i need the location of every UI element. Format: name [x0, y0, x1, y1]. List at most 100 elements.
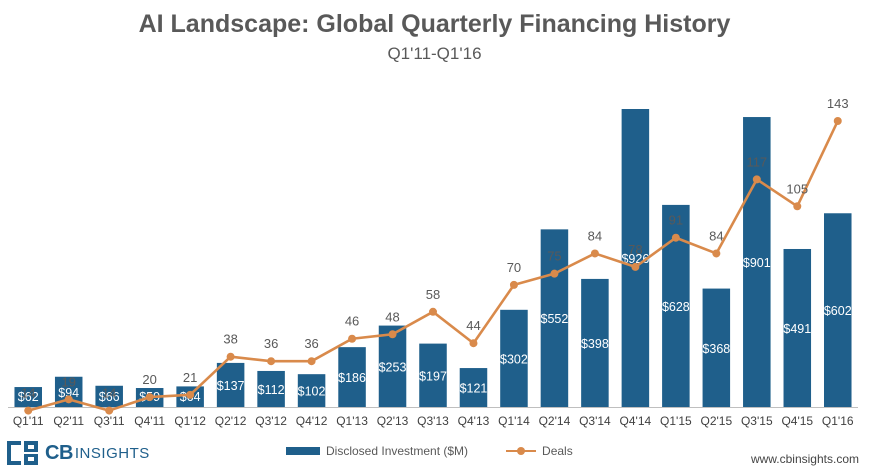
x-tick-label: Q4'14	[620, 414, 652, 428]
bar-investment	[459, 368, 488, 407]
bar-value-label: $102	[298, 385, 326, 399]
deals-value-label: 70	[507, 260, 521, 275]
bar-investment	[338, 347, 366, 407]
x-tick-label: Q4'11	[134, 414, 165, 428]
bar-value-label: $302	[500, 352, 528, 366]
deals-point	[550, 269, 559, 278]
x-tick-label: Q3'11	[94, 414, 125, 428]
bar-value-label: $137	[217, 379, 245, 393]
deals-point	[145, 393, 154, 402]
bar-value-label: $901	[743, 256, 771, 270]
bar-investment	[378, 325, 407, 407]
bar-value-label: $94	[58, 386, 79, 400]
bar-investment	[95, 385, 123, 407]
x-tick-label: Q1'13	[336, 414, 368, 428]
x-tick-label: Q2'12	[215, 414, 247, 428]
logo-text-cb: CB	[45, 441, 73, 464]
bar-investment	[824, 213, 852, 407]
bar-value-label: $602	[824, 304, 852, 318]
footer-url: www.cbinsights.com	[750, 452, 859, 466]
deals-point	[186, 390, 195, 399]
x-tick-label: Q2'14	[539, 414, 571, 428]
bar-investment	[216, 362, 245, 407]
legend-bar-swatch	[286, 447, 320, 455]
bar-investment	[14, 387, 42, 407]
deals-value-label: 14	[21, 386, 35, 401]
deals-point	[712, 249, 721, 258]
deals-value-label: 38	[223, 332, 237, 347]
deals-value-label: 84	[709, 228, 723, 243]
logo-text-insights: INSIGHTS	[74, 444, 150, 462]
deals-point	[348, 334, 357, 343]
bar-investment	[540, 229, 569, 407]
bar-value-label: $491	[783, 322, 811, 336]
bar-value-label: $112	[258, 383, 285, 397]
deals-value-label: 75	[547, 249, 561, 264]
bar-value-label: $186	[338, 371, 366, 385]
bar-value-label: $552	[541, 312, 569, 326]
bar-investment	[297, 374, 326, 407]
x-tick-label: Q1'16	[822, 414, 854, 428]
x-tick-label: Q3'12	[255, 414, 287, 428]
deals-value-label: 143	[827, 96, 849, 111]
deals-point	[752, 175, 761, 184]
deals-value-label: 84	[588, 228, 602, 243]
x-tick-label: Q2'13	[377, 414, 409, 428]
deals-point	[307, 357, 316, 366]
deals-point	[671, 233, 680, 242]
deals-value-label: 44	[466, 318, 480, 333]
deals-value-label: 19	[61, 374, 75, 389]
bar-value-label: $197	[419, 369, 447, 383]
deals-point	[267, 357, 276, 366]
deals-value-label: 117	[746, 154, 767, 169]
deals-point	[429, 307, 437, 316]
deals-point	[631, 262, 640, 271]
bar-investment	[783, 248, 812, 407]
bar-investment	[500, 309, 528, 407]
chart-legend: Disclosed Investment ($M) Deals	[286, 444, 573, 458]
bar-value-label: $628	[662, 300, 690, 314]
bar-value-label: $62	[18, 390, 39, 404]
deals-point	[793, 202, 802, 211]
chart-subtitle: Q1'11-Q1'16	[387, 44, 482, 63]
x-tick-label: Q2'15	[701, 414, 733, 428]
deals-value-label: 91	[669, 213, 683, 228]
x-tick-label: Q3'14	[579, 414, 611, 428]
deals-value-label: 20	[142, 372, 156, 387]
x-tick-label: Q2'11	[53, 414, 84, 428]
deals-point	[509, 280, 518, 289]
x-tick-label: Q1'15	[660, 414, 692, 428]
cb-logo-icon	[7, 441, 38, 465]
x-tick-label: Q1'12	[174, 414, 206, 428]
deals-point	[64, 395, 73, 404]
deals-value-label: 78	[628, 242, 642, 257]
deals-point	[590, 249, 599, 258]
deals-value-label: 46	[345, 314, 359, 329]
bar-value-label: $398	[581, 337, 609, 351]
deals-value-label: 36	[304, 336, 318, 351]
x-tick-label: Q4'15	[781, 414, 813, 428]
deals-point	[105, 406, 114, 415]
deals-value-label: 36	[264, 336, 278, 351]
deals-value-label: 105	[786, 181, 808, 196]
legend-label-investment: Disclosed Investment ($M)	[326, 444, 469, 458]
x-tick-label: Q3'13	[417, 414, 449, 428]
bar-investment	[419, 343, 447, 407]
bar-value-label: $253	[379, 360, 407, 374]
x-tick-label: Q4'13	[458, 414, 490, 428]
bar-investment	[257, 370, 285, 407]
x-tick-label: Q1'11	[13, 414, 44, 428]
deals-point	[226, 352, 235, 361]
legend-label-deals: Deals	[542, 444, 573, 458]
deals-point	[469, 339, 478, 348]
legend-line-swatch	[506, 447, 537, 455]
deals-point	[388, 330, 397, 339]
deals-value-label: 21	[183, 370, 197, 385]
bar-value-label: $368	[702, 342, 730, 356]
x-tick-label: Q3'15	[741, 414, 773, 428]
deals-value-label: 58	[426, 287, 440, 302]
bar-value-label: $121	[460, 382, 488, 396]
deals-value-label: 14	[102, 386, 116, 401]
x-tick-label: Q4'12	[296, 414, 328, 428]
